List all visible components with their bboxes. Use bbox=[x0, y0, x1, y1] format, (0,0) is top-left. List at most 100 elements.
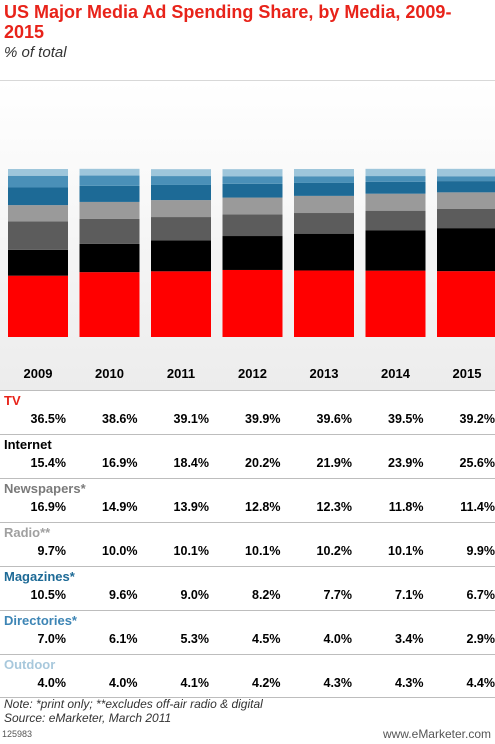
bar-segment-outdoor-2012 bbox=[222, 169, 283, 177]
bar-segment-radio-2014 bbox=[365, 193, 426, 211]
data-value: 4.4% bbox=[466, 676, 495, 690]
bar-segment-tv-2009 bbox=[8, 275, 68, 337]
bar-segment-outdoor-2014 bbox=[365, 168, 426, 177]
bar-segment-newspapers-2013 bbox=[294, 213, 354, 234]
data-value: 36.5% bbox=[30, 412, 66, 426]
bar-segment-tv-2010 bbox=[79, 272, 140, 337]
data-value: 10.1% bbox=[173, 544, 209, 558]
x-tick-label: 2014 bbox=[381, 366, 411, 381]
bar-segment-directories-2014 bbox=[365, 176, 426, 182]
data-value: 11.4% bbox=[460, 500, 495, 514]
bar-segment-internet-2010 bbox=[79, 243, 140, 273]
series-label: TV bbox=[4, 393, 21, 408]
bar-segment-tv-2013 bbox=[294, 270, 354, 337]
data-value: 3.4% bbox=[395, 632, 424, 646]
series-label: Magazines* bbox=[4, 569, 75, 584]
bar-segment-tv-2014 bbox=[365, 270, 426, 337]
series-label: Internet bbox=[4, 437, 52, 452]
data-value: 10.1% bbox=[245, 544, 281, 558]
bar-segment-radio-2009 bbox=[8, 205, 68, 222]
data-value: 4.0% bbox=[109, 676, 138, 690]
data-value: 16.9% bbox=[102, 456, 138, 470]
x-tick-label: 2013 bbox=[310, 366, 339, 381]
data-value: 4.2% bbox=[252, 676, 281, 690]
bar-segment-magazines-2010 bbox=[79, 185, 140, 202]
bar-segment-magazines-2013 bbox=[294, 182, 354, 196]
bar-segment-radio-2013 bbox=[294, 195, 354, 214]
bar-segment-magazines-2015 bbox=[437, 181, 495, 193]
bar-segment-internet-2013 bbox=[294, 233, 354, 271]
brand-text: www.eMarketer.com bbox=[382, 727, 491, 741]
bar-segment-internet-2011 bbox=[151, 240, 211, 272]
bar-segment-radio-2012 bbox=[222, 197, 283, 215]
data-value: 20.2% bbox=[245, 456, 281, 470]
bar-segment-outdoor-2013 bbox=[294, 169, 354, 177]
bar-segment-directories-2011 bbox=[151, 176, 211, 185]
data-value: 7.1% bbox=[395, 588, 424, 602]
data-value: 4.3% bbox=[395, 676, 424, 690]
x-tick-label: 2015 bbox=[453, 366, 482, 381]
stacked-bar-chart: 2009 2010 2011 2012 2013 2014 2015 bbox=[8, 168, 495, 381]
data-value: 10.5% bbox=[30, 588, 66, 602]
table-row: TV 36.5% 38.6% 39.1% 39.9% 39.6% 39.5% 39.2% bbox=[0, 390, 495, 434]
bar-segment-internet-2014 bbox=[365, 230, 426, 271]
data-value: 8.2% bbox=[252, 588, 281, 602]
chart-id: 125983 bbox=[2, 729, 33, 739]
data-value: 18.4% bbox=[173, 456, 209, 470]
series-label: Directories* bbox=[4, 613, 77, 628]
data-value: 4.5% bbox=[252, 632, 281, 646]
data-value: 39.6% bbox=[316, 412, 352, 426]
x-tick-label: 2012 bbox=[238, 366, 267, 381]
bar-segment-newspapers-2011 bbox=[151, 217, 211, 241]
table-row: Magazines* 10.5% 9.6% 9.0% 8.2% 7.7% 7.1% 6.7% bbox=[0, 566, 495, 610]
data-value: 6.1% bbox=[109, 632, 138, 646]
bar-segment-outdoor-2010 bbox=[79, 168, 140, 176]
data-value: 25.6% bbox=[459, 456, 495, 470]
bar-segment-newspapers-2010 bbox=[79, 218, 140, 244]
bar-segment-tv-2015 bbox=[437, 271, 495, 337]
data-value: 23.9% bbox=[388, 456, 424, 470]
bar-segment-outdoor-2011 bbox=[151, 169, 211, 177]
data-value: 10.0% bbox=[102, 544, 138, 558]
data-value: 9.9% bbox=[466, 544, 495, 558]
data-value: 39.9% bbox=[245, 412, 281, 426]
table-row: Outdoor 4.0% 4.0% 4.1% 4.2% 4.3% 4.3% 4.4% bbox=[0, 654, 495, 698]
bar-segment-newspapers-2015 bbox=[437, 208, 495, 229]
data-value: 4.1% bbox=[180, 676, 210, 690]
x-tick-label: 2011 bbox=[167, 366, 195, 381]
data-value: 7.0% bbox=[37, 632, 67, 646]
series-label: Newspapers* bbox=[4, 481, 86, 496]
data-value: 39.2% bbox=[459, 412, 495, 426]
data-value: 12.3% bbox=[316, 500, 352, 514]
data-value: 16.9% bbox=[30, 500, 66, 514]
bar-segment-radio-2011 bbox=[151, 200, 211, 218]
data-value: 38.6% bbox=[102, 412, 138, 426]
data-value: 6.7% bbox=[466, 588, 495, 602]
bar-segment-directories-2010 bbox=[79, 175, 140, 186]
bar-segment-magazines-2011 bbox=[151, 184, 211, 201]
x-tick-label: 2009 bbox=[24, 366, 53, 381]
data-value: 10.2% bbox=[316, 544, 352, 558]
data-value: 11.8% bbox=[388, 500, 424, 514]
bar-segment-newspapers-2012 bbox=[222, 214, 283, 237]
series-label: Radio** bbox=[4, 525, 51, 540]
data-value: 2.9% bbox=[466, 632, 495, 646]
series-label: Outdoor bbox=[4, 657, 56, 672]
data-value: 39.5% bbox=[388, 412, 424, 426]
bar-segment-directories-2009 bbox=[8, 175, 68, 188]
data-value: 9.7% bbox=[37, 544, 67, 558]
bar-segment-internet-2012 bbox=[222, 236, 283, 270]
data-value: 21.9% bbox=[316, 456, 352, 470]
bar-segment-radio-2015 bbox=[437, 192, 495, 209]
table-row: Directories* 7.0% 6.1% 5.3% 4.5% 4.0% 3.4% 2.9% bbox=[0, 610, 495, 654]
bar-segment-newspapers-2014 bbox=[365, 210, 426, 231]
chart-title: US Major Media Ad Spending Share, by Med… bbox=[4, 2, 452, 42]
bar-segment-magazines-2014 bbox=[365, 181, 426, 194]
data-value: 4.0% bbox=[323, 632, 353, 646]
data-value: 10.1% bbox=[388, 544, 424, 558]
bar-segment-directories-2015 bbox=[437, 176, 495, 182]
data-value: 5.3% bbox=[180, 632, 210, 646]
table-row: Newspapers* 16.9% 14.9% 13.9% 12.8% 12.3% 11.8… bbox=[0, 478, 495, 522]
data-value: 7.7% bbox=[323, 588, 353, 602]
